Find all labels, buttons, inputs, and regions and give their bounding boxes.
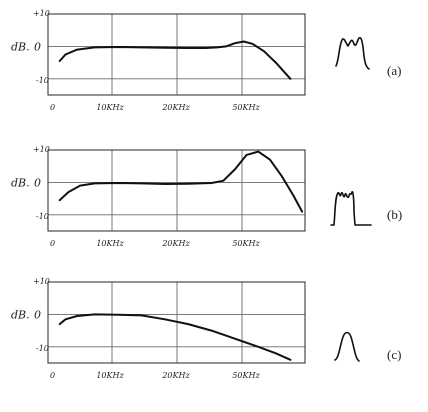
pulse-shape-icon: [334, 331, 360, 362]
y-tick-label: +10: [33, 277, 50, 286]
plot-frame: [47, 13, 306, 96]
x-tick-label: 10KHz: [96, 371, 124, 380]
pulse-shape-icon: [330, 190, 372, 226]
chart-panel-a: +10 0 -10 dB. 0 10KHz 20KHz 50KHz (a): [11, 9, 401, 112]
y-tick-label: 0: [34, 176, 41, 189]
panel-caption: (a): [387, 63, 401, 78]
x-tick-label: 20KHz: [161, 239, 190, 248]
chart-panel-b: +10 0 -10 dB. 0 10KHz 20KHz 50KHz (b): [11, 145, 402, 248]
panel-caption: (c): [387, 347, 401, 362]
y-tick-label: -10: [36, 76, 49, 85]
series-line: [58, 40, 292, 80]
y-axis-label: dB.: [11, 176, 30, 189]
y-tick-label: 0: [34, 308, 41, 321]
x-tick-label: 20KHz: [161, 371, 190, 380]
y-axis-label: dB.: [11, 40, 30, 53]
x-tick-label: 0: [50, 371, 55, 380]
y-tick-label: -10: [36, 344, 49, 353]
x-tick-label: 50KHz: [232, 103, 260, 112]
x-tick-label: 50KHz: [232, 371, 260, 380]
series-line: [58, 313, 292, 361]
y-tick-label: +10: [33, 9, 50, 18]
x-tick-label: 0: [50, 239, 55, 248]
y-tick-label: +10: [33, 145, 50, 154]
plot-frame: [47, 149, 306, 232]
y-axis-label: dB.: [11, 308, 30, 321]
x-tick-label: 10KHz: [96, 103, 124, 112]
x-tick-label: 10KHz: [96, 239, 124, 248]
plot-frame: [47, 281, 306, 364]
panel-caption: (b): [387, 207, 402, 222]
x-tick-label: 0: [50, 103, 55, 112]
series-line: [58, 150, 304, 213]
x-tick-label: 50KHz: [232, 239, 260, 248]
y-tick-label: 0: [34, 40, 41, 53]
y-tick-label: -10: [36, 212, 49, 221]
pulse-shape-icon: [335, 36, 370, 70]
chart-panel-c: +10 0 -10 dB. 0 10KHz 20KHz 50KHz (c): [11, 277, 401, 380]
x-tick-label: 20KHz: [161, 103, 190, 112]
